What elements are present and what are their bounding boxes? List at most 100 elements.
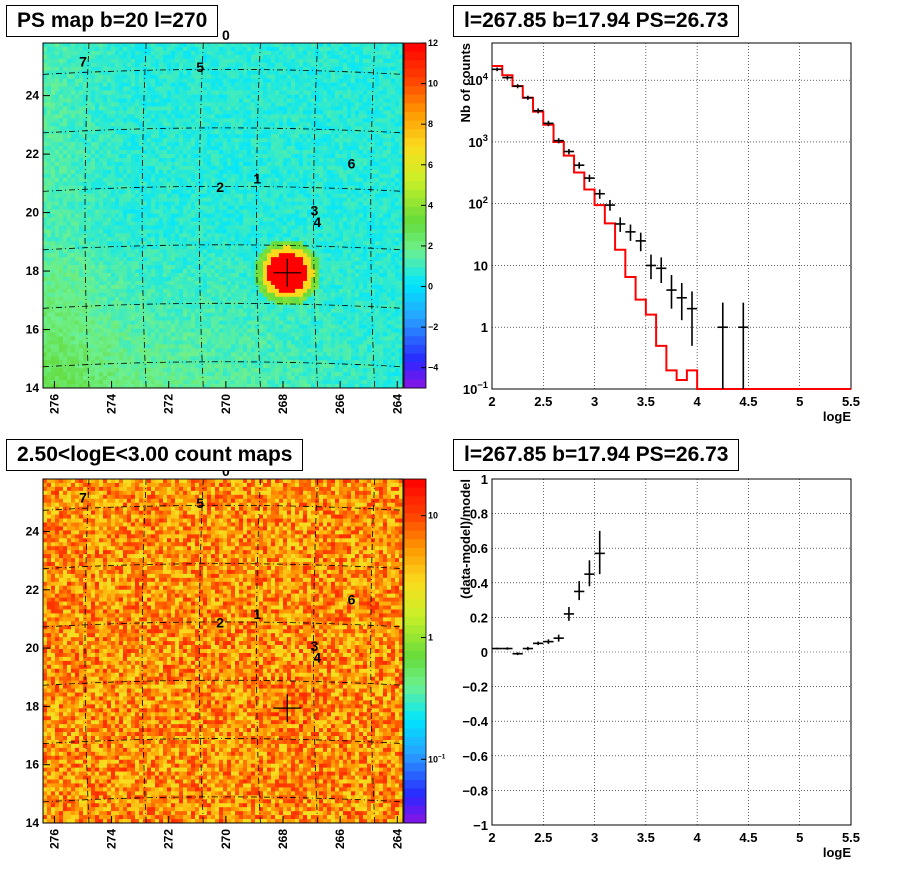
- ps-map-pixel: [251, 146, 256, 151]
- ps-map-pixel: [79, 102, 84, 107]
- ps-map-pixel: [87, 261, 92, 266]
- ps-map-pixel: [319, 169, 324, 175]
- ps-map-pixel: [219, 209, 224, 214]
- ps-map-pixel: [303, 158, 308, 163]
- ps-map-pixel: [351, 138, 356, 143]
- ps-map-pixel: [331, 43, 336, 48]
- ps-map-pixel: [75, 58, 80, 64]
- ps-map-pixel: [347, 205, 352, 210]
- ps-map-pixel: [119, 225, 124, 230]
- ps-map-pixel: [147, 102, 152, 107]
- ps-map-pixel: [375, 177, 380, 183]
- ps-map-pixel: [83, 134, 88, 139]
- ps-map-pixel: [391, 217, 396, 222]
- ps-map-pixel: [91, 58, 96, 64]
- ps-map-pixel: [335, 249, 340, 254]
- ps-map-pixel: [271, 253, 276, 258]
- ps-map-pixel: [299, 257, 304, 262]
- ps-map-pixel: [135, 102, 140, 107]
- ps-map-pixel: [275, 102, 280, 107]
- ps-map-pixel: [199, 70, 204, 76]
- ps-map-pixel: [43, 86, 48, 91]
- ps-map-pixel: [231, 102, 236, 107]
- ps-map-pixel: [207, 181, 212, 187]
- ps-map-pixel: [231, 193, 236, 198]
- ps-map-pixel: [123, 146, 128, 151]
- ps-map-pixel: [223, 62, 228, 68]
- ps-map-pixel: [323, 150, 328, 155]
- ps-map-pixel: [155, 43, 160, 48]
- ps-map-pixel: [367, 118, 372, 123]
- ps-map-pixel: [303, 169, 308, 175]
- ps-map-pixel: [355, 46, 360, 52]
- ps-map-pixel: [327, 98, 332, 103]
- ps-map-pixel: [319, 118, 324, 123]
- ps-map-pixel: [247, 134, 252, 139]
- ps-map-pixel: [343, 126, 348, 131]
- ps-map-pixel: [171, 142, 176, 147]
- ps-map-pixel: [67, 237, 72, 242]
- ps-map-pixel: [47, 249, 52, 254]
- ps-map-pixel: [103, 181, 108, 187]
- ps-map-pixel: [371, 158, 376, 163]
- ps-map-pixel: [387, 74, 392, 79]
- ps-map-pixel: [367, 161, 372, 167]
- ps-map-pixel: [107, 249, 112, 254]
- ps-map-pixel: [151, 126, 156, 131]
- ps-map-pixel: [195, 253, 200, 258]
- ps-map-pixel: [163, 150, 168, 155]
- ps-map-pixel: [303, 90, 308, 95]
- ps-map-pixel: [359, 126, 364, 131]
- ps-map-pixel: [211, 189, 216, 194]
- ps-map-pixel: [267, 257, 272, 262]
- ps-map-pixel: [159, 185, 164, 191]
- ps-map-pixel: [383, 217, 388, 222]
- ps-map-pixel: [311, 54, 316, 60]
- ps-map-pixel: [211, 106, 216, 111]
- ps-map-pixel: [307, 185, 312, 191]
- ps-map-pixel: [211, 54, 216, 60]
- ps-map-pixel: [323, 50, 328, 56]
- ps-map-pixel: [51, 130, 56, 135]
- ps-map-pixel: [375, 98, 380, 103]
- ps-map-pixel: [183, 221, 188, 226]
- ps-map-pixel: [319, 122, 324, 127]
- ps-map-pixel: [159, 237, 164, 242]
- ps-map-pixel: [279, 86, 284, 91]
- ps-map-pixel: [383, 46, 388, 52]
- ps-map-pixel: [343, 122, 348, 127]
- ps-map-pixel: [187, 146, 192, 151]
- ps-map-pixel: [259, 130, 264, 135]
- ps-map-pixel: [251, 158, 256, 163]
- ps-map-pixel: [139, 209, 144, 214]
- ps-map-pixel: [43, 213, 48, 218]
- ps-map-pixel: [319, 70, 324, 76]
- ps-map-pixel: [231, 225, 236, 230]
- ps-map-pixel: [235, 213, 240, 218]
- ps-map-pixel: [51, 181, 56, 187]
- ps-map-pixel: [259, 118, 264, 123]
- ps-map-pixel: [191, 237, 196, 242]
- ps-map-pixel: [47, 98, 52, 103]
- ps-map-pixel: [211, 114, 216, 119]
- ps-map-pixel: [111, 158, 116, 163]
- ps-map-pixel: [147, 213, 152, 218]
- ps-map-pixel: [119, 43, 124, 48]
- ps-map-pixel: [299, 185, 304, 191]
- ps-map-pixel: [287, 78, 292, 83]
- ps-map-pixel: [43, 221, 48, 226]
- ps-map-pixel: [271, 205, 276, 210]
- ps-map-pixel: [243, 189, 248, 194]
- ps-map-pixel: [203, 177, 208, 183]
- ps-map-pixel: [47, 50, 52, 56]
- ps-map-pixel: [259, 217, 264, 222]
- ps-map-pixel: [395, 86, 400, 91]
- ps-map-pixel: [223, 46, 228, 52]
- ps-map-pixel: [135, 62, 140, 68]
- ps-map-pixel: [319, 82, 324, 87]
- ps-map-pixel: [135, 106, 140, 111]
- ps-map-pixel: [43, 90, 48, 95]
- ps-map-pixel: [99, 201, 104, 206]
- ps-map-pixel: [315, 158, 320, 163]
- ps-map-pixel: [335, 209, 340, 214]
